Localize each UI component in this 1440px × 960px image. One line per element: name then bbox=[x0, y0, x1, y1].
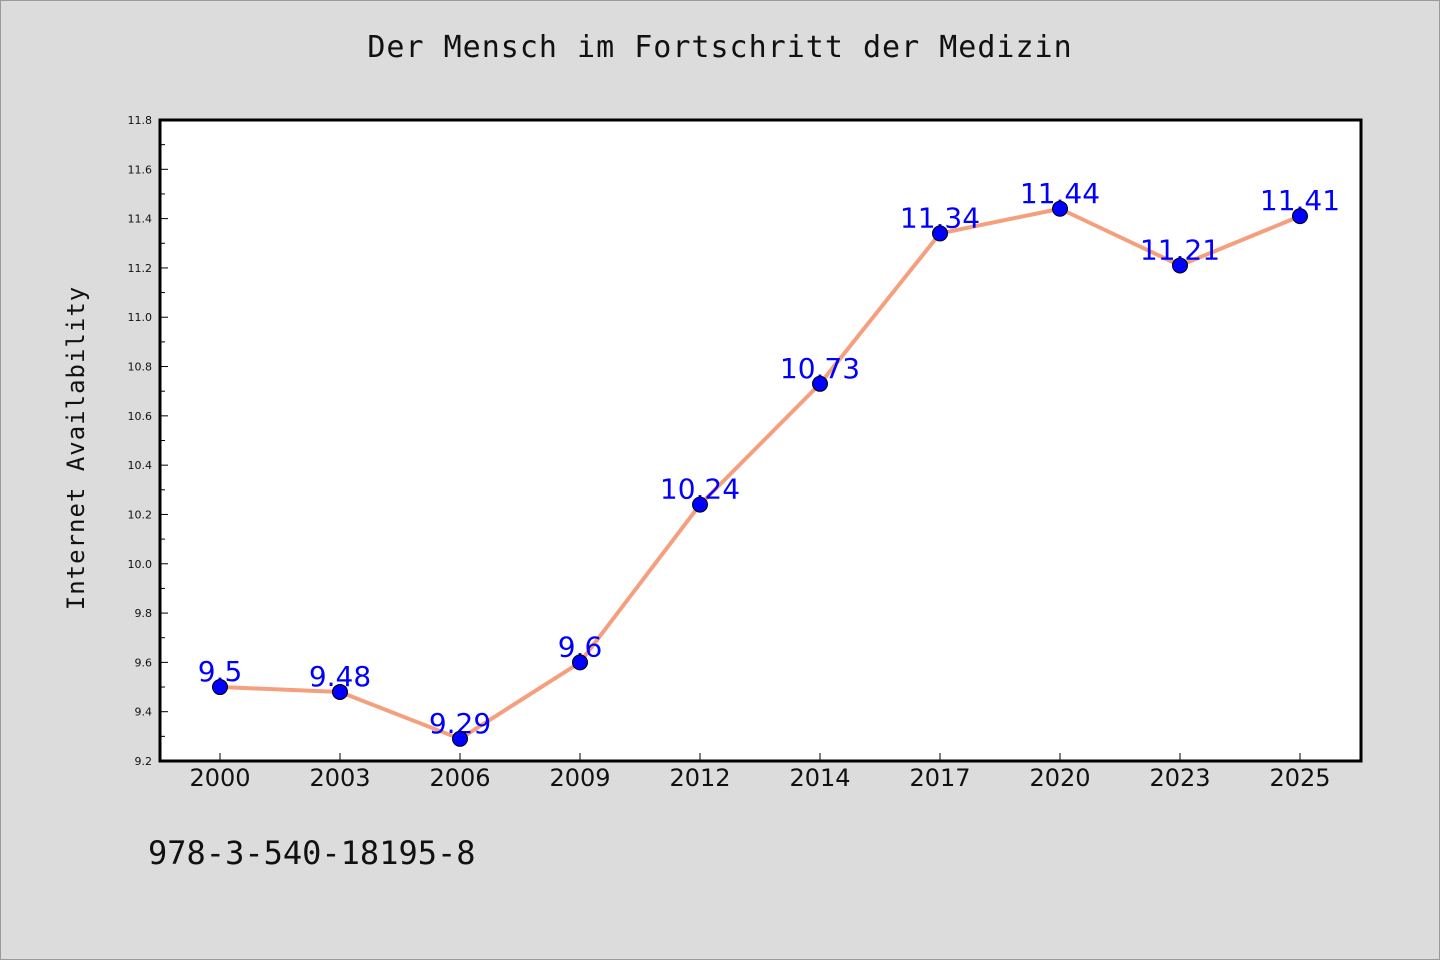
data-point bbox=[572, 654, 588, 671]
plot-layer: 9.2 9.4 9.6 9.8 10.0 10.2 10.4 10.6 10.8 11.0 11.2… bbox=[128, 114, 1363, 792]
y-tick-label: 11.8 bbox=[128, 114, 153, 127]
y-tick-label: 11.2 bbox=[128, 262, 153, 275]
x-tick-label: 2012 bbox=[669, 764, 730, 792]
y-tick-label: 9.2 bbox=[135, 755, 153, 768]
y-tick-label: 11.6 bbox=[128, 163, 153, 176]
y-tick-label: 9.4 bbox=[135, 706, 153, 719]
data-point bbox=[812, 375, 828, 392]
x-tick-label: 2023 bbox=[1149, 764, 1210, 792]
x-tick-label: 2003 bbox=[309, 764, 370, 792]
y-tick-label: 10.4 bbox=[128, 459, 153, 472]
data-point bbox=[1292, 208, 1308, 225]
data-point bbox=[1172, 257, 1188, 274]
x-tick-label: 2006 bbox=[429, 764, 490, 792]
data-point bbox=[932, 225, 948, 242]
plot-frame bbox=[158, 118, 1363, 763]
y-tick-label: 11.0 bbox=[128, 311, 153, 324]
series-line bbox=[219, 206, 1301, 741]
y-tick-label: 10.0 bbox=[128, 558, 153, 571]
data-point bbox=[452, 730, 468, 747]
chart-title: Der Mensch im Fortschritt der Medizin bbox=[367, 30, 1073, 65]
data-point bbox=[692, 496, 708, 513]
y-tick-label: 10.6 bbox=[128, 410, 153, 423]
y-tick-label: 10.2 bbox=[128, 508, 153, 521]
y-tick-label: 10.8 bbox=[128, 361, 153, 374]
x-tick-label: 2014 bbox=[789, 764, 850, 792]
data-point bbox=[332, 683, 348, 700]
x-tick-label: 2009 bbox=[549, 764, 610, 792]
x-tick-label: 2025 bbox=[1269, 764, 1330, 792]
y-tick-label: 9.8 bbox=[135, 607, 153, 620]
isbn-text: 978-3-540-18195-8 bbox=[148, 834, 476, 872]
x-tick-label: 2017 bbox=[909, 764, 970, 792]
data-point bbox=[1052, 200, 1068, 217]
y-tick-label: 9.6 bbox=[135, 656, 153, 669]
data-point bbox=[212, 679, 228, 696]
x-tick-label: 2020 bbox=[1029, 764, 1090, 792]
x-tick-label: 2000 bbox=[189, 764, 250, 792]
y-tick-label: 11.4 bbox=[128, 213, 153, 226]
